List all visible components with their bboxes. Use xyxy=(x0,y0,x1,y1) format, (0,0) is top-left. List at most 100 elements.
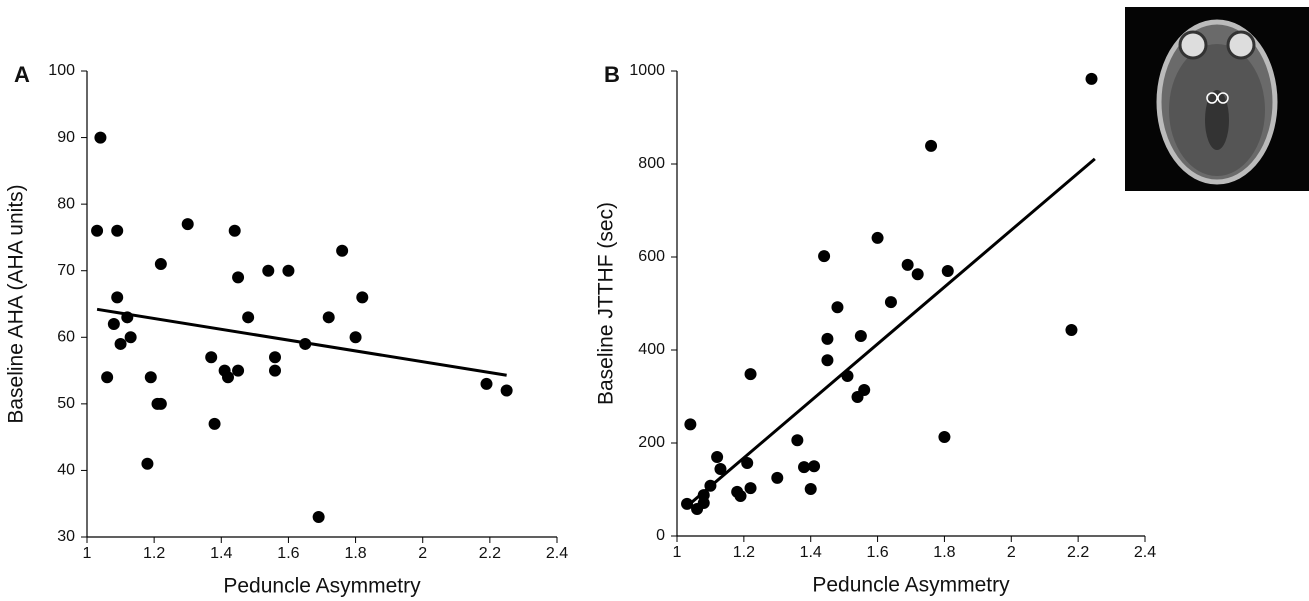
data-point xyxy=(684,418,697,431)
data-point xyxy=(322,311,335,324)
data-point xyxy=(141,457,154,470)
data-point xyxy=(804,483,817,496)
data-point xyxy=(938,430,951,443)
y-tick-label: 400 xyxy=(638,341,665,358)
data-point xyxy=(734,490,747,503)
data-point xyxy=(262,264,275,277)
x-axis-title: Peduncle Asymmetry xyxy=(812,574,1010,597)
data-point xyxy=(356,291,369,304)
x-tick-label: 1.4 xyxy=(800,544,822,561)
data-point xyxy=(858,383,871,396)
data-point xyxy=(228,224,241,237)
data-point xyxy=(925,139,938,152)
x-tick-label: 1.6 xyxy=(866,544,888,561)
data-point xyxy=(154,258,167,271)
data-point xyxy=(242,311,255,324)
x-tick-label: 1.4 xyxy=(210,545,232,562)
data-point xyxy=(349,331,362,344)
y-tick-label: 60 xyxy=(57,329,75,346)
x-tick-label: 1 xyxy=(83,545,92,562)
data-point xyxy=(269,351,281,364)
data-point xyxy=(94,131,107,144)
y-tick-label: 0 xyxy=(656,527,665,544)
x-tick-label: 2.2 xyxy=(479,545,501,562)
data-point xyxy=(821,332,834,345)
y-tick-label: 70 xyxy=(57,262,75,279)
data-point xyxy=(941,264,954,277)
data-point xyxy=(91,224,104,237)
data-point xyxy=(312,511,325,524)
y-axis-title: Baseline JTTHF (sec) xyxy=(595,202,618,405)
data-point xyxy=(808,460,821,473)
x-tick-label: 2.4 xyxy=(546,545,568,562)
data-point xyxy=(854,330,867,343)
data-point xyxy=(697,496,710,509)
y-axis-title: Baseline AHA (AHA units) xyxy=(5,184,28,423)
y-tick-label: 90 xyxy=(57,129,75,146)
y-tick-label: 800 xyxy=(638,155,665,172)
eye xyxy=(1178,30,1208,60)
data-point xyxy=(114,337,127,350)
x-tick-label: 2.4 xyxy=(1134,544,1156,561)
data-point xyxy=(818,250,831,263)
data-point xyxy=(1085,72,1098,85)
y-tick-label: 1000 xyxy=(629,62,665,79)
y-tick-label: 30 xyxy=(57,528,75,545)
regression-line xyxy=(689,157,1096,505)
data-point xyxy=(181,218,194,231)
data-point xyxy=(101,371,114,384)
brainstem xyxy=(1205,90,1229,150)
data-point xyxy=(871,231,884,244)
eye xyxy=(1226,30,1256,60)
x-tick-label: 1.2 xyxy=(733,544,755,561)
data-point xyxy=(232,271,245,284)
x-tick-label: 2.2 xyxy=(1067,544,1089,561)
x-axis-title: Peduncle Asymmetry xyxy=(223,575,421,598)
data-point xyxy=(124,331,137,344)
y-tick-label: 80 xyxy=(57,195,75,212)
x-tick-label: 1 xyxy=(673,544,682,561)
data-point xyxy=(282,264,295,277)
panel-label: B xyxy=(604,62,620,87)
data-point xyxy=(232,364,245,377)
y-tick-label: 40 xyxy=(57,462,75,479)
panel-label: A xyxy=(14,62,30,87)
data-point xyxy=(336,244,349,257)
x-tick-label: 1.6 xyxy=(277,545,299,562)
data-point xyxy=(500,384,513,397)
data-point xyxy=(831,301,844,314)
x-tick-label: 2 xyxy=(1007,544,1016,561)
data-point xyxy=(711,450,724,463)
y-tick-label: 600 xyxy=(638,248,665,265)
mri-inset xyxy=(1125,7,1309,191)
data-point xyxy=(144,371,157,384)
data-point xyxy=(911,268,924,281)
x-tick-label: 1.8 xyxy=(933,544,955,561)
roi xyxy=(1217,92,1229,104)
data-point xyxy=(222,371,234,384)
data-point xyxy=(791,434,804,447)
data-point xyxy=(269,364,281,377)
regression-line xyxy=(96,307,507,377)
data-point xyxy=(111,291,124,304)
data-point xyxy=(884,296,897,309)
data-point xyxy=(714,463,727,476)
data-point xyxy=(681,497,694,510)
y-tick-label: 50 xyxy=(57,395,75,412)
data-point xyxy=(771,471,784,484)
data-point xyxy=(901,258,914,271)
data-point xyxy=(111,224,124,237)
x-tick-label: 1.2 xyxy=(143,545,165,562)
data-point xyxy=(154,397,167,410)
y-tick-label: 100 xyxy=(48,62,75,79)
data-point xyxy=(744,368,757,381)
roi xyxy=(1206,92,1218,104)
y-tick-label: 200 xyxy=(638,434,665,451)
data-point xyxy=(821,354,834,367)
data-point xyxy=(1065,324,1078,337)
data-point xyxy=(741,456,754,469)
data-point xyxy=(107,317,120,330)
data-point xyxy=(798,461,811,474)
x-tick-label: 1.8 xyxy=(344,545,366,562)
